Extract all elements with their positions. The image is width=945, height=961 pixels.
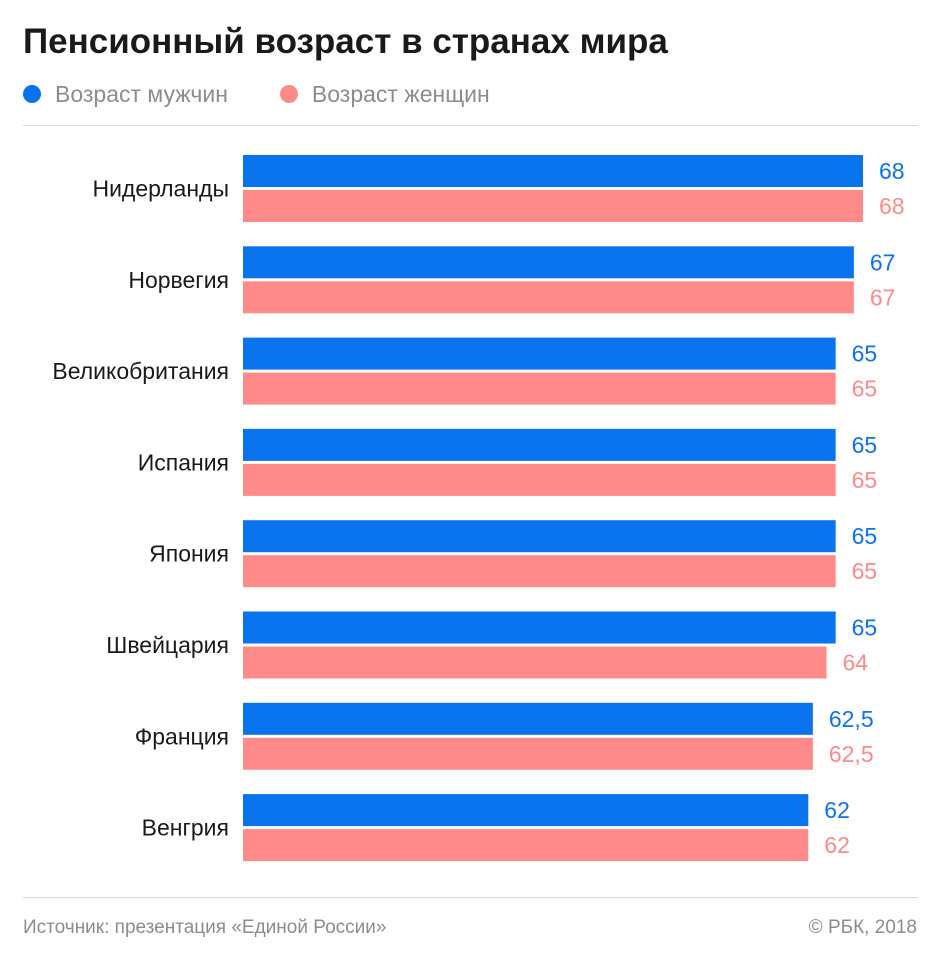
- legend-label-male: Возраст мужчин: [55, 80, 228, 107]
- value-label-male: 62,5: [829, 706, 874, 732]
- bar-male: [243, 611, 836, 644]
- bar-female: [243, 646, 827, 679]
- category-label: Япония: [149, 541, 229, 567]
- legend-dot-female: [279, 85, 298, 103]
- value-label-female: 65: [852, 467, 878, 493]
- bar-female: [243, 190, 863, 222]
- category-label: Швейцария: [106, 632, 229, 658]
- category-label: Норвегия: [128, 267, 229, 293]
- bar-female: [243, 281, 854, 314]
- category-label: Франция: [135, 723, 229, 749]
- copyright-note: © РБК, 2018: [808, 917, 917, 938]
- bar-male: [243, 702, 813, 735]
- category-label: Испания: [138, 449, 229, 475]
- value-label-female: 68: [879, 193, 905, 219]
- legend-dot-male: [23, 85, 41, 103]
- bar-female: [243, 737, 813, 770]
- bar-male: [243, 520, 836, 553]
- bar-male: [243, 794, 809, 827]
- value-label-female: 64: [843, 650, 869, 676]
- category-label: Нидерланды: [92, 176, 229, 202]
- legend: Возраст мужчин Возраст женщин: [23, 80, 542, 108]
- value-label-male: 62: [824, 797, 850, 823]
- category-label: Венгрия: [142, 815, 229, 841]
- value-label-female: 67: [870, 284, 896, 310]
- value-label-male: 67: [870, 249, 896, 275]
- bar-male: [243, 428, 836, 461]
- legend-item-female: Возраст женщин: [279, 80, 490, 108]
- value-label-male: 65: [852, 341, 878, 367]
- chart-title: Пенсионный возраст в странах мира: [23, 22, 668, 61]
- value-label-male: 68: [879, 158, 905, 184]
- legend-label-female: Возраст женщин: [311, 80, 490, 107]
- bar-female: [243, 829, 809, 862]
- bottom-divider: [23, 897, 918, 898]
- bar-male: [243, 337, 836, 370]
- bar-male: [243, 246, 854, 279]
- value-label-female: 65: [852, 376, 878, 402]
- source-note: Источник: презентация «Единой России»: [23, 917, 387, 938]
- top-divider: [23, 125, 918, 126]
- value-label-female: 65: [852, 558, 878, 584]
- value-label-male: 65: [852, 615, 878, 641]
- bar-female: [243, 463, 836, 496]
- value-label-male: 65: [852, 432, 878, 458]
- bar-female: [243, 555, 836, 588]
- bar-male: [243, 155, 863, 187]
- value-label-male: 65: [852, 523, 878, 549]
- legend-item-male: Возраст мужчин: [23, 81, 228, 108]
- value-label-female: 62,5: [829, 741, 874, 767]
- category-label: Великобритания: [52, 358, 229, 384]
- bar-female: [243, 372, 836, 405]
- value-label-female: 62: [824, 832, 850, 858]
